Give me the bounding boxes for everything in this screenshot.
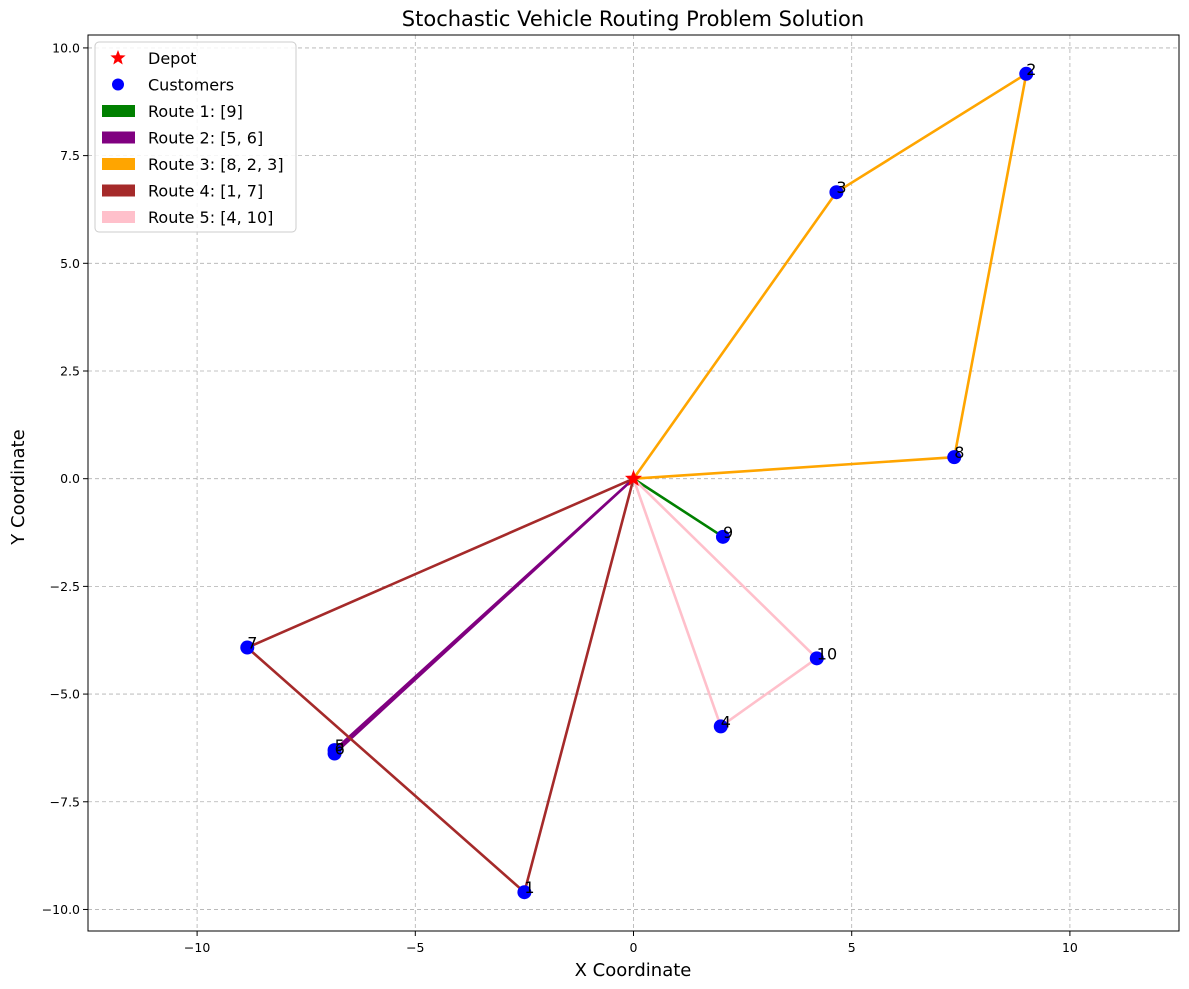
legend-route-swatch — [102, 158, 135, 170]
y-tick-label: −5.0 — [50, 687, 80, 702]
customer-point — [240, 640, 255, 655]
customer-label: 2 — [1026, 60, 1036, 79]
axis-ticks: −10 −5 0 5 10 −10.0 −7.5 −5.0 −2.5 0.0 2.5 5.0 7.5 10… — [42, 40, 1078, 955]
legend: Depot Customers Route 1: [9] Route 2: [5, 6… — [94, 41, 297, 233]
x-tick-label: 10 — [1062, 940, 1078, 955]
y-axis-label: Y Coordinate — [8, 429, 29, 545]
legend-label: Route 4: [1, 7] — [148, 182, 263, 201]
customer-point — [947, 450, 962, 465]
customer-points — [240, 66, 1034, 900]
legend-label: Route 3: [8, 2, 3] — [148, 155, 284, 174]
x-tick-label: 0 — [630, 940, 638, 955]
legend-label: Route 5: [4, 10] — [148, 208, 273, 227]
legend-route-swatch — [102, 211, 135, 223]
y-tick-label: 0.0 — [60, 471, 80, 486]
x-tick-label: −5 — [406, 940, 424, 955]
legend-label: Depot — [148, 49, 196, 68]
y-tick-label: 5.0 — [60, 256, 80, 271]
customer-point — [327, 746, 342, 761]
customer-label: 9 — [723, 523, 733, 542]
route-line — [246, 477, 635, 894]
x-axis-label: X Coordinate — [575, 960, 692, 981]
customer-point — [1019, 66, 1034, 81]
legend-box — [94, 41, 297, 233]
customer-label: 4 — [721, 712, 731, 731]
customer-point — [829, 185, 844, 200]
customer-label: 5 — [335, 736, 345, 755]
route-line — [632, 477, 819, 728]
depot-marker — [624, 469, 643, 486]
customer-point — [713, 719, 728, 734]
customer-point — [517, 885, 532, 900]
y-tick-label: 7.5 — [60, 148, 80, 163]
route-line — [632, 72, 1028, 481]
customer-label: 6 — [335, 740, 345, 759]
legend-label: Route 2: [5, 6] — [148, 129, 263, 148]
legend-depot-star — [110, 50, 126, 65]
legend-label: Route 1: [9] — [148, 102, 243, 121]
customer-point — [715, 529, 730, 544]
y-tick-label: −10.0 — [42, 902, 80, 917]
legend-customer-dot — [112, 78, 124, 91]
legend-route-swatch — [102, 184, 135, 197]
customer-label: 8 — [954, 443, 964, 462]
y-tick-label: 10.0 — [52, 40, 80, 55]
route-line — [333, 477, 635, 755]
chart-title: Stochastic Vehicle Routing Problem Solut… — [402, 7, 864, 31]
legend-route-swatch — [102, 131, 135, 144]
y-tick-label: −7.5 — [50, 794, 80, 809]
x-tick-label: −10 — [184, 940, 210, 955]
customer-label: 10 — [817, 644, 837, 663]
y-tick-label: 2.5 — [60, 364, 80, 379]
legend-route-swatch — [102, 105, 135, 117]
legend-label: Customers — [148, 76, 234, 95]
x-tick-label: 5 — [848, 940, 856, 955]
route-line — [632, 477, 725, 539]
customer-labels: 1 2 3 4 56 7 8 9 10 — [247, 60, 1036, 897]
customer-point — [809, 651, 824, 666]
customer-label: 1 — [524, 878, 534, 897]
y-tick-label: −2.5 — [50, 579, 80, 594]
customer-label: 7 — [247, 634, 257, 653]
customer-label: 3 — [836, 178, 846, 197]
